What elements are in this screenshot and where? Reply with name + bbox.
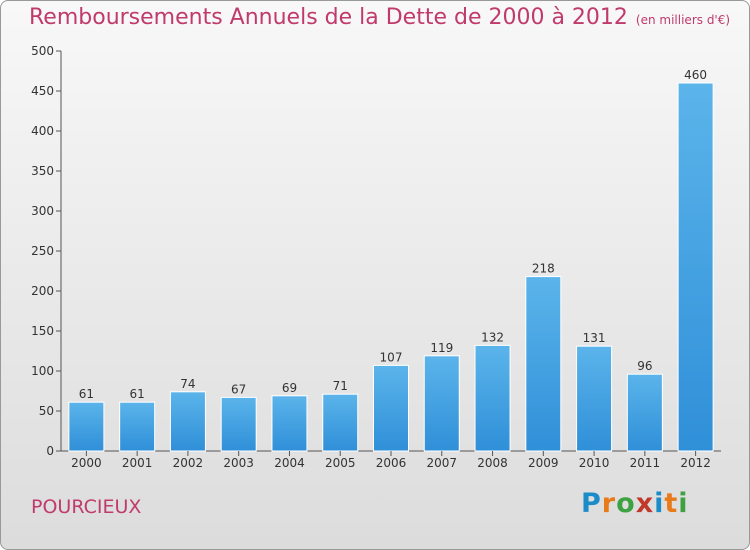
data-label: 74 [180,377,195,391]
chart-unit: (en milliers d'€) [635,13,731,27]
x-tick-label: 2005 [325,456,356,470]
logo-letter: i [678,488,689,519]
data-label: 460 [684,68,707,82]
data-label: 67 [231,382,246,396]
bar [119,401,156,452]
x-tick-label: 2009 [528,456,559,470]
data-label: 69 [282,381,297,395]
data-label: 71 [333,379,348,393]
y-tick-label: 350 [31,164,54,178]
data-label: 107 [380,350,403,364]
bar [626,373,663,452]
x-tick-label: 2002 [173,456,204,470]
x-tick-label: 2008 [477,456,508,470]
data-label: 119 [430,341,453,355]
y-tick-label: 150 [31,324,54,338]
logo-letter: t [664,488,679,519]
bar [373,364,409,452]
data-label: 218 [532,262,555,276]
chart-title: Remboursements Annuels de la Dette de 20… [29,5,730,30]
x-tick-label: 2004 [274,456,305,470]
x-tick-label: 2006 [376,456,407,470]
data-label: 96 [637,359,652,373]
x-tick-label: 2011 [630,456,661,470]
y-tick-label: 300 [31,204,54,218]
x-tick-label: 2001 [122,456,153,470]
bar [220,396,257,452]
x-tick-label: 2010 [579,456,610,470]
logo-letter: x [635,488,655,519]
y-tick-label: 250 [31,244,54,258]
bar [169,391,206,452]
x-tick-label: 2007 [426,456,457,470]
bar [322,393,359,452]
city-name: POURCIEUX [31,496,142,518]
data-label: 61 [79,387,94,401]
bar [525,276,562,452]
y-tick-label: 100 [31,364,54,378]
logo-letter: P [581,488,602,519]
x-tick-label: 2012 [680,456,711,470]
bar [423,355,460,452]
x-tick-label: 2000 [71,456,102,470]
data-label: 132 [481,330,504,344]
data-label: 61 [130,387,145,401]
y-tick-label: 0 [46,444,54,458]
y-tick-label: 400 [31,124,54,138]
logo-letter: o [616,488,636,519]
chart-title-text: Remboursements Annuels de la Dette de 20… [29,5,628,30]
bar [271,395,308,452]
logo-letter: r [601,488,617,519]
y-tick-label: 200 [31,284,54,298]
x-tick-label: 2003 [223,456,254,470]
bar [68,401,105,452]
bar [474,344,511,452]
data-label: 131 [583,331,606,345]
y-tick-label: 500 [31,44,54,58]
proxiti-logo: Proxiti [581,488,689,519]
logo-letter: i [654,488,665,519]
bar [677,82,714,452]
y-tick-label: 50 [39,404,54,418]
bar [576,345,613,452]
y-tick-label: 450 [31,84,54,98]
